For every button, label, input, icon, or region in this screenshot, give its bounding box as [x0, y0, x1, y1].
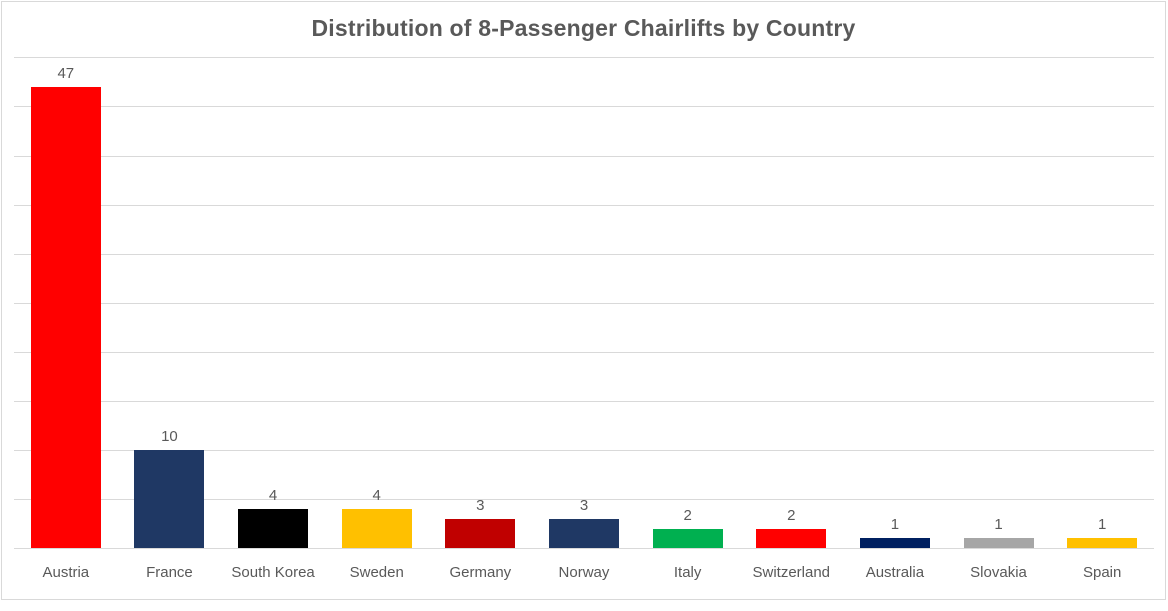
bar-value-label: 2: [787, 506, 796, 524]
x-axis-label-austria: Austria: [42, 564, 90, 581]
x-axis-label-france: France: [146, 564, 193, 581]
x-axis-label-south-korea: South Korea: [231, 564, 315, 581]
x-axis-label-spain: Spain: [1082, 564, 1122, 581]
bar-spain: [1067, 538, 1138, 549]
gridline: [14, 401, 1154, 402]
x-axis-label-sweden: Sweden: [349, 564, 404, 581]
bar-value-label: 10: [161, 428, 178, 446]
gridline: [14, 499, 1154, 501]
bar-value-label: 1: [994, 516, 1003, 534]
x-axis-label-italy: Italy: [673, 564, 702, 581]
bar-norway: [549, 518, 619, 549]
bar-france: [134, 450, 205, 549]
bar-austria: [30, 86, 101, 549]
bar-slovakia: [963, 538, 1034, 549]
gridline: [14, 302, 1154, 304]
bar-germany: [445, 518, 516, 549]
gridline: [14, 253, 1154, 255]
bar-south-korea: [238, 509, 309, 549]
gridline: [14, 450, 1154, 452]
gridline: [14, 351, 1154, 353]
chart-frame: Distribution of 8-Passenger Chairlifts b…: [1, 1, 1166, 600]
bar-value-label: 3: [579, 496, 589, 514]
gridline: [14, 548, 1154, 550]
x-axis-label-norway: Norway: [558, 564, 610, 581]
bar-value-label: 1: [1098, 516, 1107, 534]
x-axis-label-switzerland: Switzerland: [752, 564, 831, 581]
x-axis-label-australia: Australia: [865, 564, 925, 581]
bar-value-label: 4: [268, 487, 278, 505]
gridline: [14, 57, 1154, 59]
plot-area: 47 Austria 10 France 4 South Korea 4 Sweden 3 Ger…: [14, 2, 1154, 600]
bar-value-label: 3: [476, 496, 485, 514]
bar-sweden: [341, 509, 412, 549]
x-axis-label-slovakia: Slovakia: [970, 564, 1027, 581]
x-axis-label-germany: Germany: [449, 564, 512, 581]
gridline: [14, 106, 1154, 108]
bar-value-label: 2: [683, 506, 692, 524]
bar-switzerland: [756, 528, 827, 549]
bar-australia: [859, 538, 930, 549]
bar-value-label: 47: [57, 64, 75, 82]
chart-title: Distribution of 8-Passenger Chairlifts b…: [311, 15, 856, 41]
gridline: [14, 155, 1154, 157]
bar-value-label: 1: [890, 516, 900, 534]
bar-italy: [652, 528, 723, 549]
gridline: [14, 204, 1154, 206]
bar-value-label: 4: [372, 487, 381, 505]
